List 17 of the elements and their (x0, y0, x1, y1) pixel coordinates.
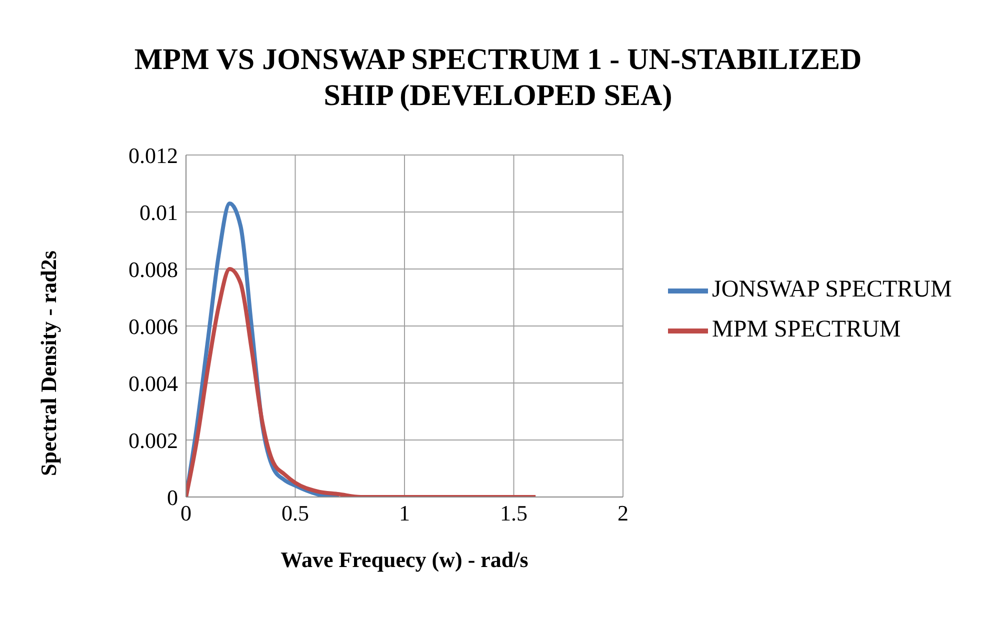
y-axis-title: Spectral Density - rad2s (36, 250, 61, 476)
x-tick-label: 0.5 (282, 500, 309, 526)
x-axis-title: Wave Frequecy (w) - rad/s (280, 547, 529, 572)
y-tick-label: 0.008 (128, 256, 178, 282)
y-tick-label: 0.01 (140, 200, 178, 225)
legend-label: MPM SPECTRUM (712, 316, 901, 342)
y-tick-label: 0.012 (128, 142, 178, 168)
legend-label: JONSWAP SPECTRUM (712, 276, 952, 302)
y-tick-label: 0.004 (128, 370, 178, 396)
y-tick-label: 0 (167, 484, 178, 510)
x-tick-label: 2 (618, 500, 628, 526)
chart-title: MPM VS JONSWAP SPECTRUM 1 - UN-STABILIZED SHIP (DEVELOPED SEA) (133, 42, 863, 114)
y-tick-label: 0.002 (128, 428, 178, 453)
x-tick-label: 1 (399, 500, 410, 526)
y-tick-label: 0.006 (128, 314, 178, 339)
x-tick-label: 1.5 (500, 500, 528, 526)
line-series (186, 267, 538, 497)
